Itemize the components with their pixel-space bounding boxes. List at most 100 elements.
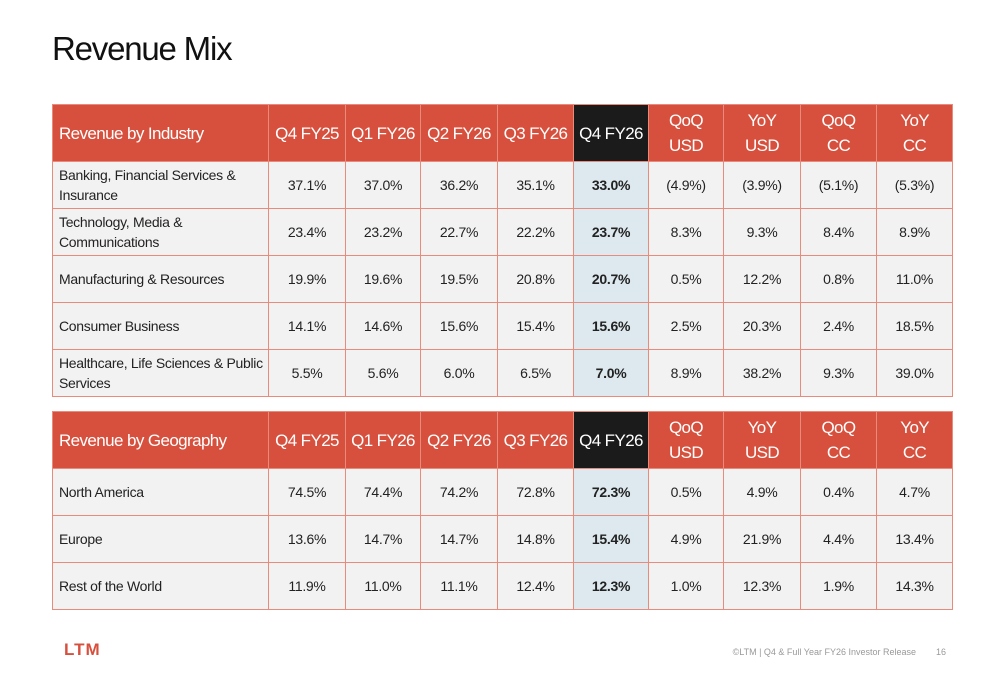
table-head: Revenue by Industry Q4 FY25 Q1 FY26 Q2 FY26… (52, 104, 953, 162)
cell-value: 0.4% (800, 468, 877, 516)
cell-value: 9.3% (800, 349, 877, 397)
table-row: North America 74.5% 74.4% 74.2% 72.8% 72.3% 0.… (52, 468, 953, 516)
row-label: Europe (52, 515, 269, 563)
cell-value: 74.4% (345, 468, 421, 516)
column-header: Q4 FY25 (268, 104, 346, 162)
row-label: Technology, Media & Communications (52, 208, 269, 256)
row-label: Banking, Financial Services & Insurance (52, 161, 269, 209)
cell-value: 23.7% (573, 208, 649, 256)
header-text: Revenue by Geography (59, 430, 227, 450)
cell-value: 36.2% (420, 161, 498, 209)
cell-value: (3.9%) (723, 161, 801, 209)
page-number: 16 (935, 647, 946, 657)
cell-value: 20.7% (573, 255, 649, 303)
cell-value: 14.3% (876, 562, 953, 610)
header-text: YoY CC (900, 418, 930, 462)
cell-value: 8.9% (648, 349, 724, 397)
cell-value: 6.0% (420, 349, 498, 397)
cell-value: 23.2% (345, 208, 421, 256)
cell-value: 14.1% (268, 302, 346, 350)
header-text: Revenue by Industry (59, 123, 204, 143)
cell-value: 1.9% (800, 562, 877, 610)
header-row: Revenue by Geography Q4 FY25 Q1 FY26 Q2 FY2… (52, 411, 953, 469)
cell-value: 2.5% (648, 302, 724, 350)
row-label: Manufacturing & Resources (52, 255, 269, 303)
column-header: Q2 FY26 (420, 411, 498, 469)
cell-value: 2.4% (800, 302, 877, 350)
table-row: Healthcare, Life Sciences & Public Servi… (52, 349, 953, 397)
cell-value: 13.6% (268, 515, 346, 563)
table-row: Banking, Financial Services & Insurance 3… (52, 161, 953, 209)
cell-value: 6.5% (497, 349, 574, 397)
header-text: Q4 FY25 (275, 430, 339, 450)
header-text: QoQ USD (668, 418, 704, 462)
logo: LTM (64, 640, 101, 659)
column-header: QoQ CC (800, 104, 877, 162)
footer-text: ©LTM | Q4 & Full Year FY26 Investor Rele… (732, 647, 916, 657)
data-table: Revenue by Geography Q4 FY25 Q1 FY26 Q2 FY2… (52, 411, 953, 610)
column-header: YoY USD (723, 104, 801, 162)
column-header: Q1 FY26 (345, 411, 421, 469)
cell-value: 33.0% (573, 161, 649, 209)
cell-value: (5.3%) (876, 161, 953, 209)
header-row: Revenue by Industry Q4 FY25 Q1 FY26 Q2 FY26… (52, 104, 953, 162)
cell-value: 20.3% (723, 302, 801, 350)
cell-value: 18.5% (876, 302, 953, 350)
header-text: YoY USD (744, 418, 780, 462)
row-label: Rest of the World (52, 562, 269, 610)
cell-value: 4.9% (723, 468, 801, 516)
cell-value: 20.8% (497, 255, 574, 303)
cell-value: 11.0% (876, 255, 953, 303)
cell-value: 13.4% (876, 515, 953, 563)
column-header: Q2 FY26 (420, 104, 498, 162)
header-text: Q3 FY26 (503, 123, 568, 143)
cell-value: 14.6% (345, 302, 421, 350)
cell-value: 11.0% (345, 562, 421, 610)
cell-value: 12.3% (723, 562, 801, 610)
cell-value: 15.6% (573, 302, 649, 350)
cell-value: 22.2% (497, 208, 574, 256)
header-text: Q1 FY26 (351, 430, 415, 450)
header-text: QoQ USD (668, 111, 704, 155)
column-header: QoQ USD (648, 104, 724, 162)
cell-value: 21.9% (723, 515, 801, 563)
cell-value: 35.1% (497, 161, 574, 209)
cell-value: 39.0% (876, 349, 953, 397)
header-text: Q2 FY26 (427, 430, 491, 450)
cell-value: 4.7% (876, 468, 953, 516)
cell-value: 8.4% (800, 208, 877, 256)
cell-value: (5.1%) (800, 161, 877, 209)
table-row: Rest of the World 11.9% 11.0% 11.1% 12.4% 12.… (52, 562, 953, 610)
table-row: Technology, Media & Communications 23.4% 2… (52, 208, 953, 256)
header-text: Q1 FY26 (351, 123, 415, 143)
table-row: Manufacturing & Resources 19.9% 19.6% 19.5%… (52, 255, 953, 303)
table-row: Europe 13.6% 14.7% 14.7% 14.8% 15.4% 4.9% 21.9%… (52, 515, 953, 563)
cell-value: 12.2% (723, 255, 801, 303)
table-body: North America 74.5% 74.4% 74.2% 72.8% 72.3% 0.… (52, 468, 953, 610)
cell-value: 4.4% (800, 515, 877, 563)
cell-value: 37.0% (345, 161, 421, 209)
cell-value: 15.6% (420, 302, 498, 350)
cell-value: 11.9% (268, 562, 346, 610)
cell-value: 72.3% (573, 468, 649, 516)
cell-value: 14.8% (497, 515, 574, 563)
cell-value: (4.9%) (648, 161, 724, 209)
header-text: YoY CC (900, 111, 930, 155)
cell-value: 8.3% (648, 208, 724, 256)
cell-value: 7.0% (573, 349, 649, 397)
row-label: Consumer Business (52, 302, 269, 350)
cell-value: 8.9% (876, 208, 953, 256)
cell-value: 12.3% (573, 562, 649, 610)
cell-value: 15.4% (573, 515, 649, 563)
cell-value: 37.1% (268, 161, 346, 209)
cell-value: 38.2% (723, 349, 801, 397)
cell-value: 72.8% (497, 468, 574, 516)
column-header: Q4 FY25 (268, 411, 346, 469)
table-body: Banking, Financial Services & Insurance 3… (52, 161, 953, 397)
header-text: Q4 FY26 (579, 123, 643, 143)
cell-value: 12.4% (497, 562, 574, 610)
cell-value: 9.3% (723, 208, 801, 256)
column-header: Revenue by Industry (52, 104, 269, 162)
header-text: Q3 FY26 (503, 430, 568, 450)
cell-value: 1.0% (648, 562, 724, 610)
